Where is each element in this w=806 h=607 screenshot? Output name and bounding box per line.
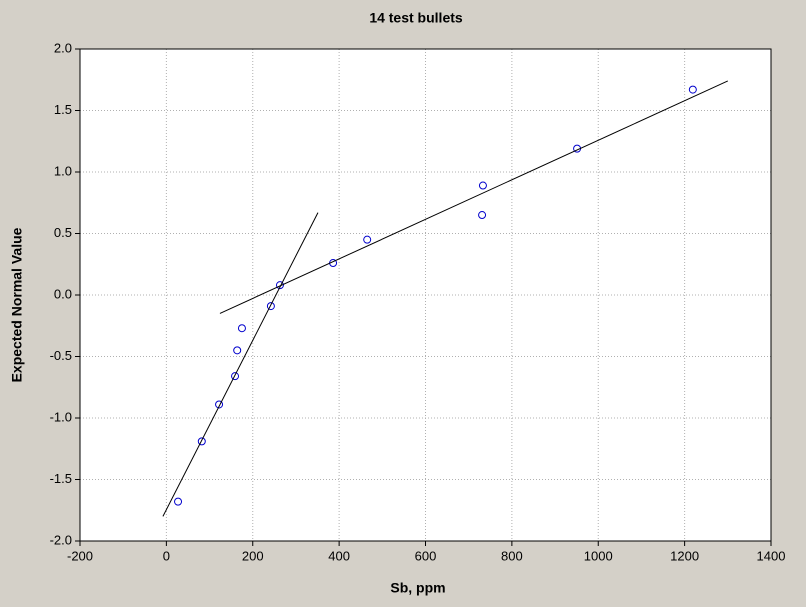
data-point — [478, 211, 487, 220]
fit-line — [219, 80, 729, 314]
y-tick-label: -1.0 — [50, 409, 72, 424]
data-point — [237, 324, 246, 333]
y-tick-label: -2.0 — [50, 532, 72, 547]
x-tick-label: 800 — [501, 548, 523, 563]
data-point — [231, 372, 240, 381]
data-point — [363, 235, 372, 244]
y-axis-label: Expected Normal Value — [9, 227, 25, 382]
data-point — [233, 346, 242, 355]
plot-frame — [79, 48, 772, 542]
data-point — [197, 437, 206, 446]
x-tick-label: 1200 — [670, 548, 699, 563]
x-tick-label: 1400 — [757, 548, 786, 563]
x-tick-label: 200 — [242, 548, 264, 563]
x-tick-label: 1000 — [584, 548, 613, 563]
data-point — [478, 181, 487, 190]
data-point — [688, 85, 697, 94]
data-point — [275, 281, 284, 290]
data-point — [174, 497, 183, 506]
y-tick-label: 2.0 — [54, 40, 72, 55]
y-tick-label: 0.0 — [54, 286, 72, 301]
y-tick-label: -1.5 — [50, 471, 72, 486]
x-axis-label: Sb, ppm — [390, 580, 445, 596]
x-tick-label: 600 — [415, 548, 437, 563]
data-point — [266, 302, 275, 311]
y-tick-label: -0.5 — [50, 348, 72, 363]
data-point — [215, 400, 224, 409]
fit-line — [162, 212, 319, 517]
y-tick-label: 0.5 — [54, 225, 72, 240]
x-tick-label: 400 — [328, 548, 350, 563]
x-tick-label: -200 — [67, 548, 93, 563]
y-tick-label: 1.5 — [54, 102, 72, 117]
y-tick-label: 1.0 — [54, 163, 72, 178]
chart-title: 14 test bullets — [369, 10, 463, 26]
x-tick-label: 0 — [163, 548, 170, 563]
